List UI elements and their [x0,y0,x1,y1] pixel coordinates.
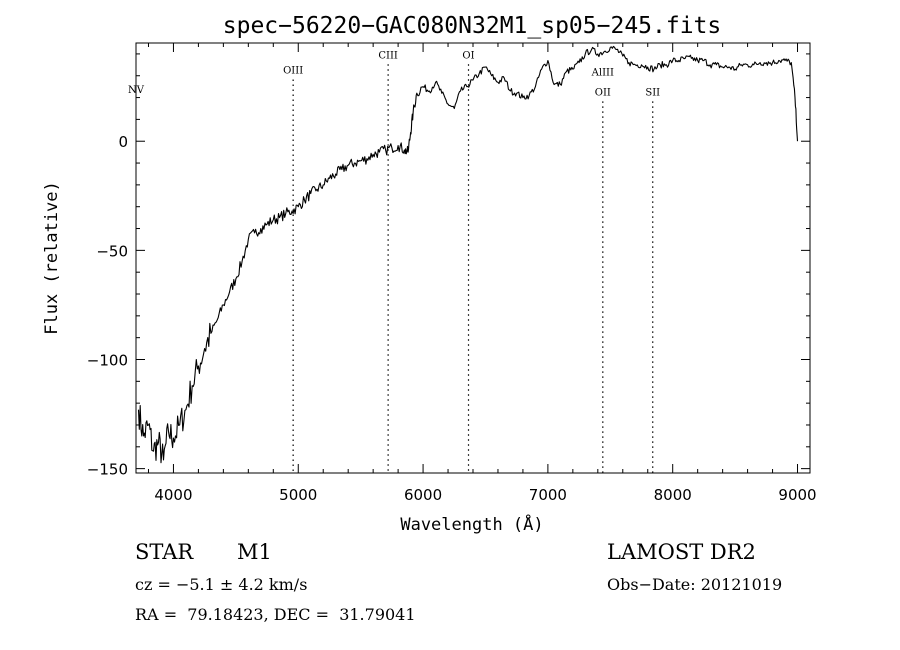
y-tick-label: −150 [87,461,128,479]
obs-date: Obs−Date: 20121019 [607,575,783,594]
line-label: OII [595,87,611,98]
survey-label: LAMOST DR2 [607,540,756,564]
x-axis-label: Wavelength (Å) [400,513,543,535]
y-axis-label: Flux (relative) [42,181,62,335]
x-tick-label: 7000 [529,486,567,504]
x-tick-label: 6000 [404,486,442,504]
line-label: NV [128,85,145,96]
annotation-layer: NV OIII CIII OI AlIII OII SII [128,50,660,473]
coordinates: RA = 79.18423, DEC = 31.79041 [135,605,416,624]
y-tick-label: −50 [96,242,128,260]
x-tick-label: 8000 [654,486,692,504]
ticks-layer: 4000 5000 6000 7000 8000 9000 −150 −100 −50 0 [87,43,817,504]
line-label: CIII [378,50,398,61]
x-tick-label: 4000 [154,486,192,504]
line-label: AlIII [591,68,614,79]
object-class: STAR [135,540,194,564]
line-label: OIII [283,66,303,77]
object-subclass: M1 [237,540,272,564]
line-label: SII [645,87,660,98]
spectrum-line [137,45,799,464]
x-tick-label: 9000 [778,486,816,504]
line-label: OI [462,50,474,61]
y-tick-label: 0 [118,133,128,151]
x-tick-label: 5000 [279,486,317,504]
chart-title: spec−56220−GAC080N32M1_sp05−245.fits [223,13,722,39]
y-tick-label: −100 [87,351,128,369]
redshift-cz: cz = −5.1 ± 4.2 km/s [135,575,308,594]
plot-frame [135,42,811,474]
